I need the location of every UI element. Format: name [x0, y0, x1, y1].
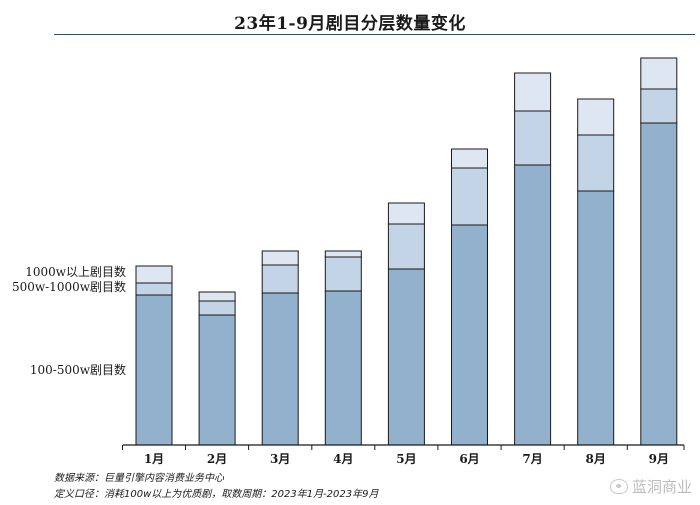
bar-segment-base: [577, 190, 615, 446]
x-axis-label: 2月: [207, 452, 227, 466]
x-axis-label: 8月: [586, 452, 606, 466]
bar-segment-mid: [577, 134, 615, 192]
title-divider: [54, 34, 695, 35]
bar-segment-top: [324, 250, 362, 258]
bar-segment-mid: [261, 264, 299, 294]
bar-segment-mid: [135, 282, 173, 296]
legend-label-mid: 500w-1000w剧目数: [12, 279, 126, 294]
x-axis-label: 3月: [270, 452, 290, 466]
bar-segment-top: [451, 148, 488, 169]
bar-segment-base: [198, 314, 236, 446]
bar-segment-mid: [640, 88, 678, 124]
bar-segment-top: [198, 291, 236, 302]
bars-layer: [135, 57, 678, 446]
bar-segment-base: [640, 122, 678, 446]
x-axis-label: 5月: [396, 452, 416, 466]
watermark-text: 蓝洞商业: [631, 478, 692, 496]
x-axis-label: 6月: [459, 452, 479, 466]
bar-segment-mid: [514, 110, 552, 166]
bar-segment-mid: [451, 167, 488, 226]
chart-title: 23年1-9月剧目分层数量变化: [234, 14, 466, 34]
bar-segment-top: [135, 265, 173, 284]
bar-segment-base: [324, 290, 362, 446]
bar-segment-mid: [198, 300, 236, 316]
x-axis-labels: 1月 2月 3月 4月 5月 6月 7月 8月 9月: [144, 452, 669, 466]
source-note: 数据来源：巨量引擎内容消费业务中心: [54, 473, 224, 484]
legend-label-base: 100-500w剧目数: [30, 362, 126, 377]
bar-segment-base: [387, 268, 425, 446]
watermark: 蓝洞商业: [609, 476, 692, 497]
bar-segment-top: [387, 202, 425, 225]
x-axis-label: 4月: [333, 452, 353, 466]
x-axis-label: 1月: [144, 452, 164, 466]
x-axis-label: 9月: [649, 452, 669, 466]
bar-segment-top: [514, 72, 552, 112]
bar-segment-top: [640, 57, 678, 90]
bar-segment-top: [261, 250, 299, 266]
bar-segment-base: [451, 224, 488, 446]
bar-segment-base: [135, 294, 173, 446]
legend-label-top: 1000w以上剧目数: [25, 264, 126, 279]
bar-segment-base: [261, 292, 299, 446]
x-axis-label: 7月: [522, 452, 542, 466]
bar-segment-mid: [324, 256, 362, 292]
bar-segment-base: [514, 164, 552, 446]
x-axis-ticks: [122, 445, 685, 450]
bar-segment-mid: [387, 223, 425, 270]
bar-segment-top: [577, 98, 615, 136]
weibo-logo-icon: [609, 479, 628, 494]
definition-note: 定义口径：消耗100w以上为优质剧，取数周期：2023年1月-2023年9月: [54, 489, 379, 500]
